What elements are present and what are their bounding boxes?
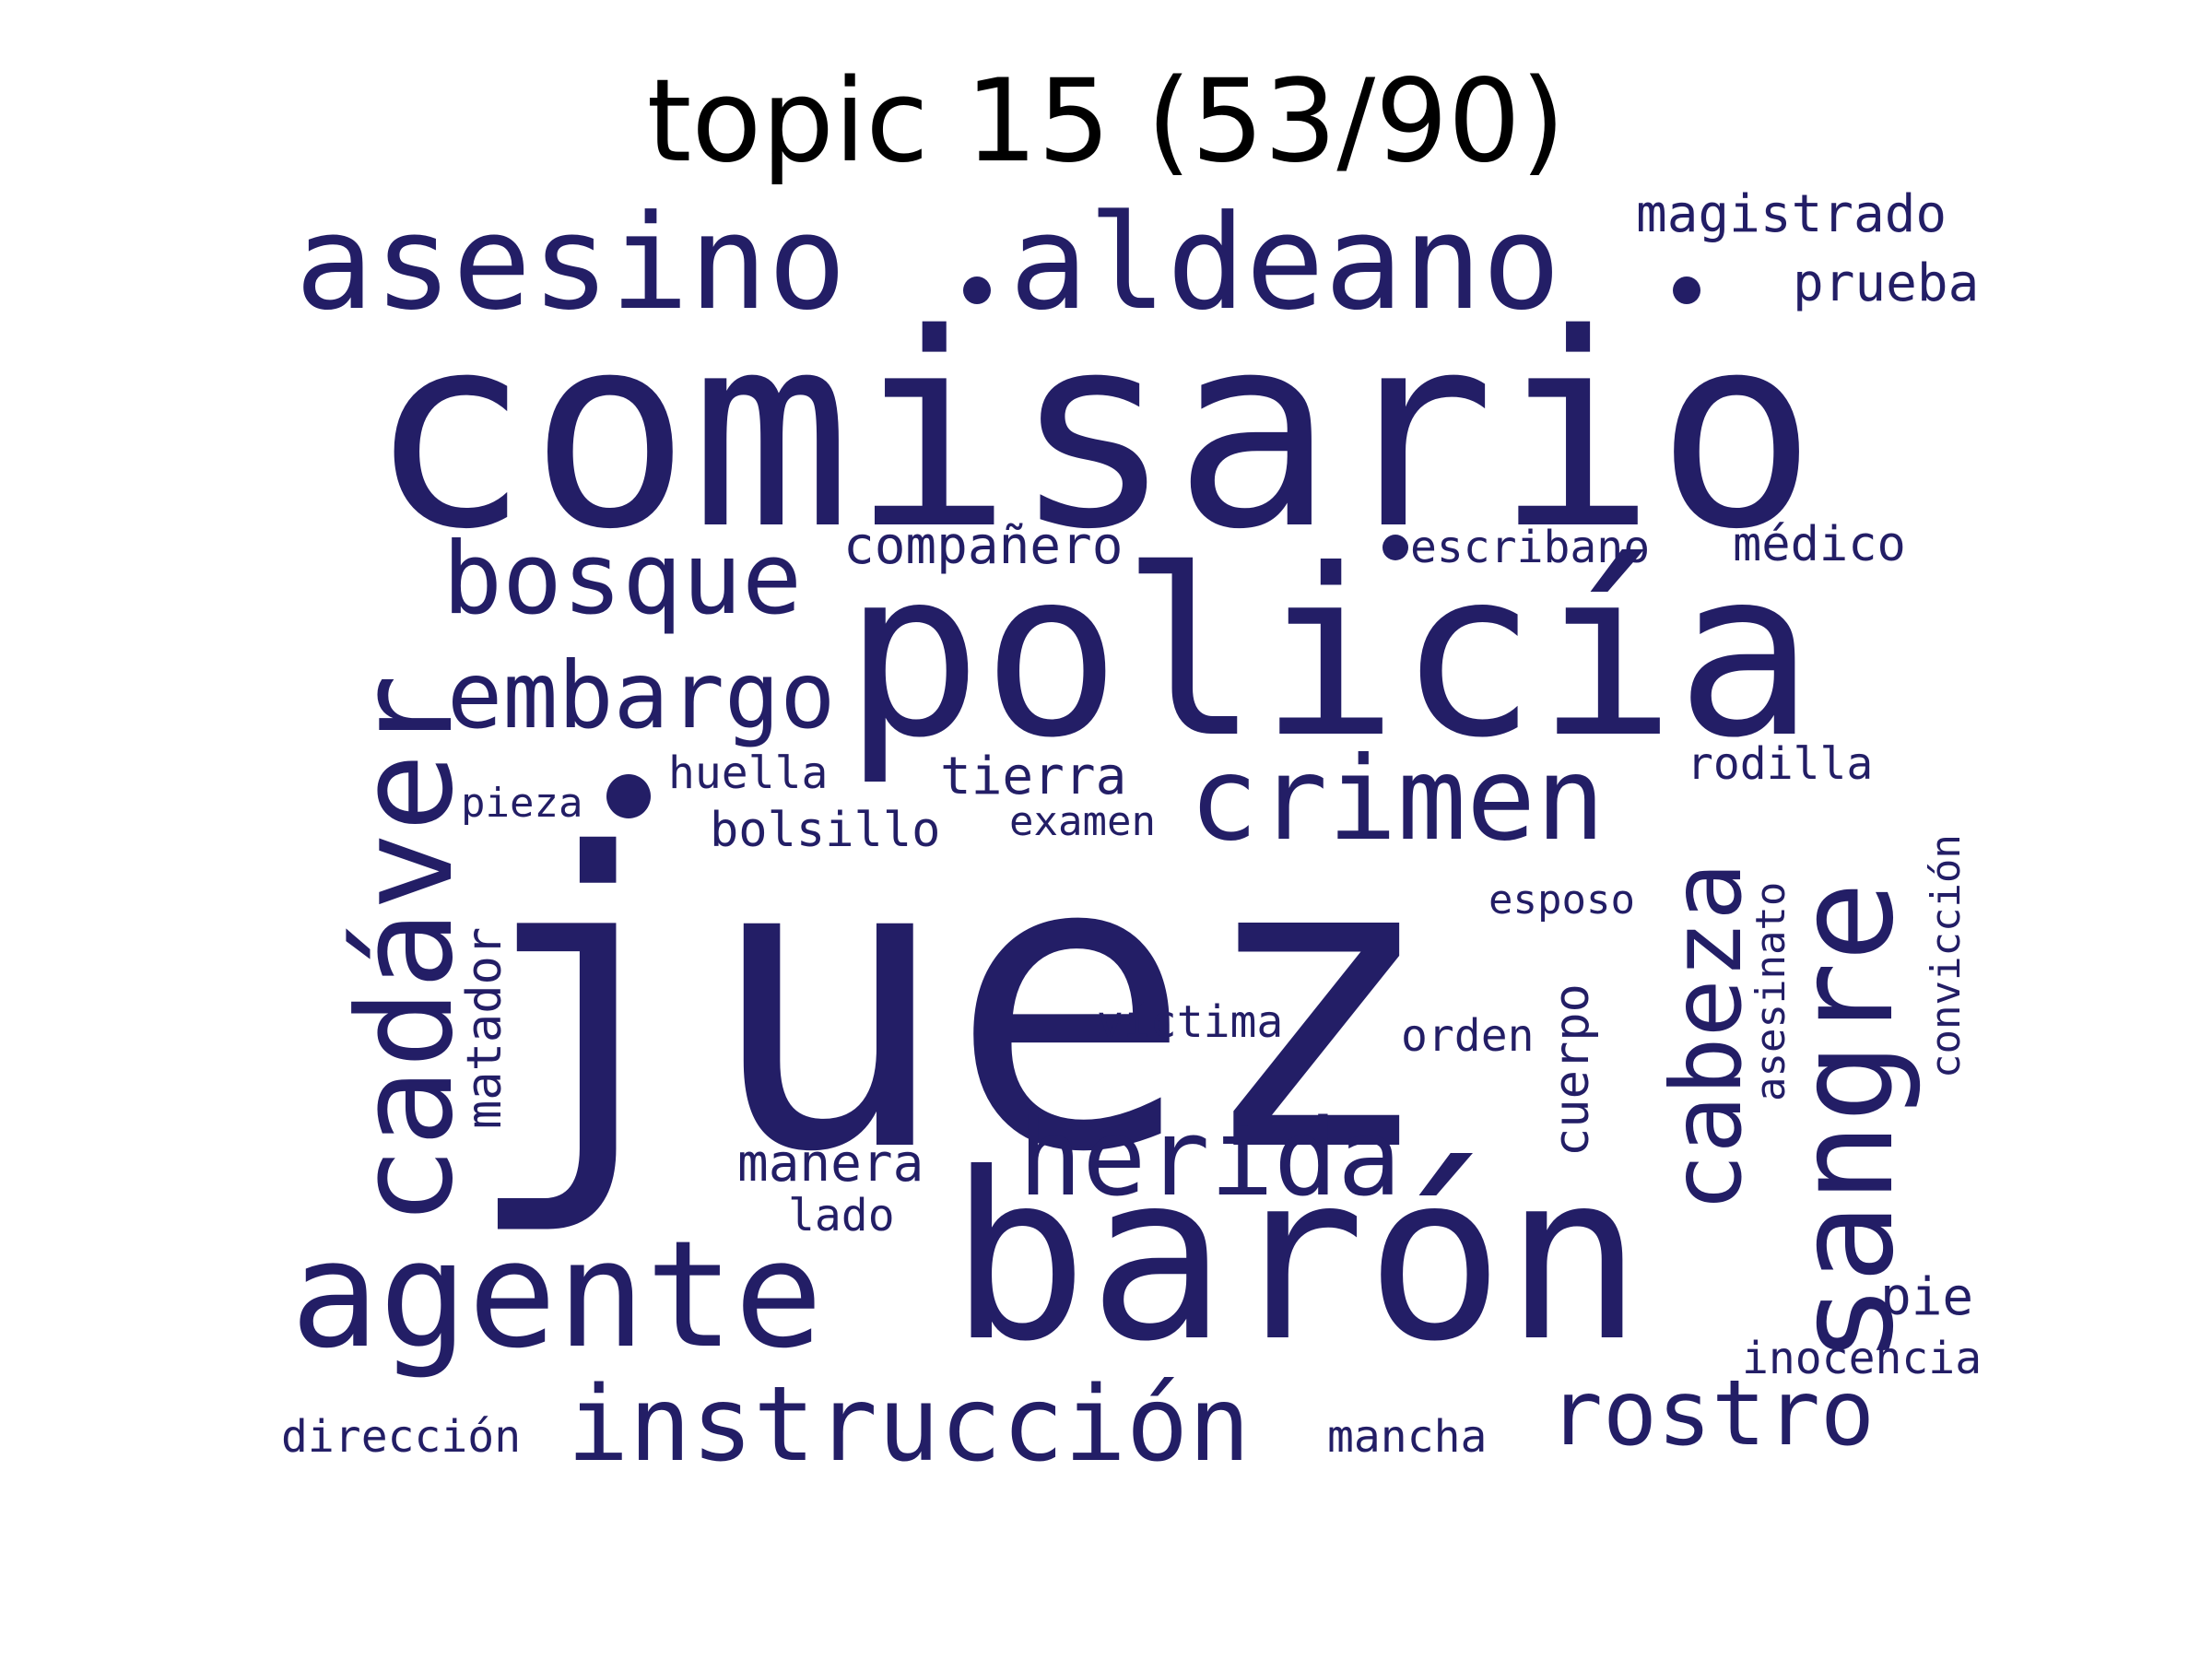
word-cuerpo: cuerpo — [1545, 983, 1600, 1157]
word-companero: compañero — [843, 516, 1124, 576]
word-juez: juez — [461, 769, 1438, 1241]
word-tierra: tierra — [940, 747, 1127, 806]
word-lado: lado — [788, 1190, 895, 1241]
word-escribano: escribano — [1410, 522, 1651, 573]
word-orden: orden — [1401, 1010, 1535, 1062]
word-matador: matador — [457, 926, 512, 1129]
word-pieza: pieza — [461, 780, 583, 827]
word-esposo: esposo — [1488, 877, 1635, 924]
word-medico: médico — [1733, 517, 1906, 572]
word-direccion: dirección — [281, 1411, 522, 1463]
word-victima: víctima — [1097, 996, 1284, 1048]
dot-mark — [606, 774, 651, 818]
word-inocencia: inocencia — [1742, 1333, 1983, 1384]
word-rodilla: rodilla — [1687, 738, 1874, 790]
chart-title: topic 15 (53/90) — [646, 55, 1566, 188]
word-comisario: comisario — [369, 277, 1818, 588]
word-agente: agente — [290, 1208, 823, 1381]
word-crimen: crimen — [1189, 733, 1606, 866]
word-rostro: rostro — [1548, 1361, 1876, 1466]
word-examen: examen — [1009, 798, 1156, 845]
word-huella: huella — [668, 747, 829, 799]
word-cadaver: cadáver — [330, 674, 482, 1226]
word-bolsillo: bolsillo — [710, 803, 941, 858]
word-embargo: embargo — [447, 641, 836, 749]
word-conviccion: convicción — [1923, 834, 1970, 1078]
word-prueba: prueba — [1793, 253, 1980, 313]
dot-mark — [963, 276, 991, 304]
word-instruccion: instrucción — [567, 1365, 1251, 1485]
word-herida: herida — [1018, 1097, 1402, 1220]
word-baron: barón — [949, 1124, 1643, 1392]
dot-mark — [1673, 276, 1700, 304]
word-policia: policía — [843, 520, 1815, 788]
word-aldeano: aldeano — [1009, 187, 1561, 339]
word-mancha: mancha — [1327, 1411, 1488, 1463]
word-magistrado: magistrado — [1636, 184, 1947, 244]
dot-mark — [1382, 535, 1408, 560]
word-asesino: asesino — [295, 187, 847, 339]
word-asesinato: asesinato — [1747, 881, 1794, 1101]
word-pie: pie — [1880, 1267, 1974, 1327]
word-manera: manera — [737, 1134, 924, 1194]
word-bosque: bosque — [442, 522, 803, 637]
word-cabeza: cabeza — [1651, 862, 1763, 1212]
